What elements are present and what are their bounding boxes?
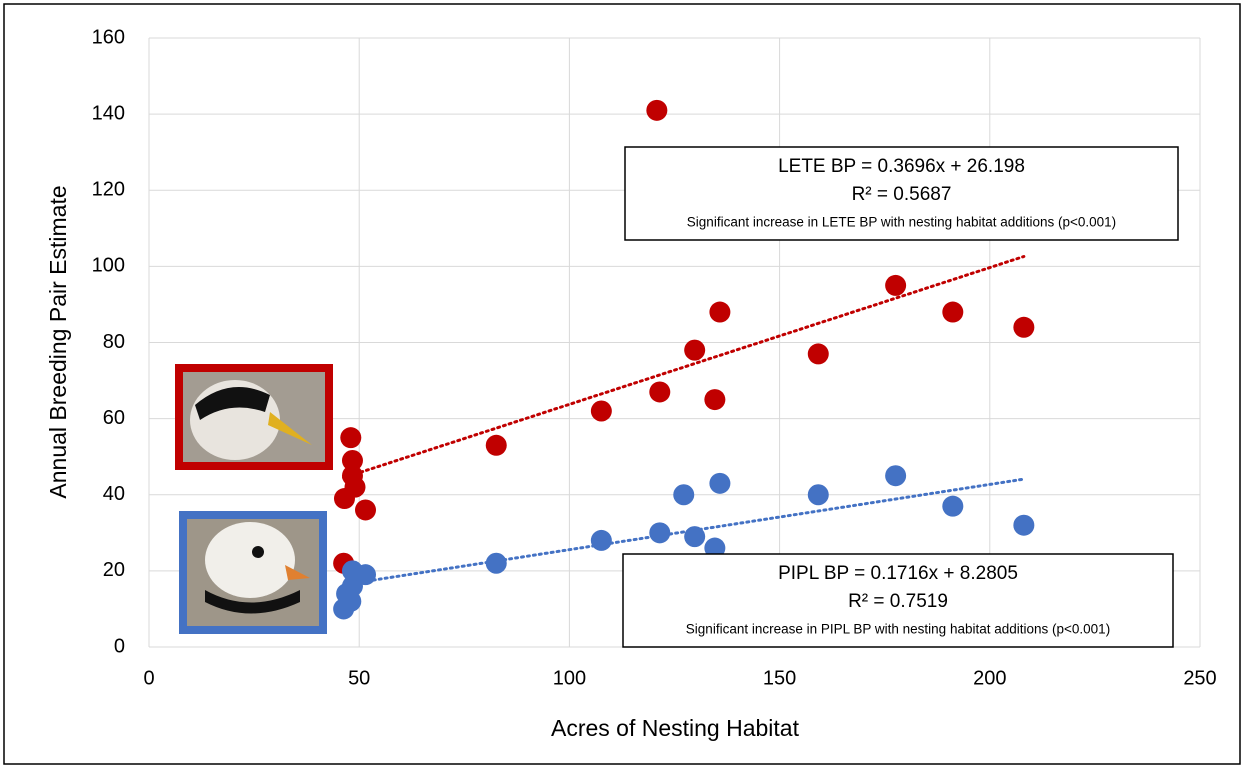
data-point xyxy=(885,465,907,487)
data-point xyxy=(684,526,706,548)
annotation-box xyxy=(622,553,1174,648)
annotation-text: LETE BP = 0.3696x + 26.198 xyxy=(778,156,1025,177)
annotation-text: Significant increase in PIPL BP with nes… xyxy=(686,622,1110,637)
trendline xyxy=(342,254,1026,480)
trendline xyxy=(342,477,1026,587)
data-point xyxy=(485,552,507,574)
data-point xyxy=(942,301,964,323)
x-tick-label: 100 xyxy=(553,667,586,689)
x-tick-label: 150 xyxy=(763,667,796,689)
y-tick-label: 40 xyxy=(103,483,125,505)
data-point xyxy=(590,529,612,551)
annotation-box xyxy=(624,146,1179,241)
data-point xyxy=(333,488,355,510)
data-point xyxy=(807,343,829,365)
annotation-text: PIPL BP = 0.1716x + 8.2805 xyxy=(778,563,1018,584)
data-point xyxy=(1013,514,1035,536)
x-tick-label: 0 xyxy=(143,667,154,689)
annotation-text: R² = 0.7519 xyxy=(848,591,948,612)
y-tick-label: 160 xyxy=(92,26,125,48)
y-tick-label: 20 xyxy=(103,559,125,581)
data-point xyxy=(704,389,726,411)
data-point xyxy=(646,99,668,121)
data-point xyxy=(673,484,695,506)
data-point xyxy=(1013,316,1035,338)
annotations: LETE BP = 0.3696x + 26.198 R² = 0.5687 Sig… xyxy=(622,146,1179,648)
data-point xyxy=(355,564,377,586)
data-point xyxy=(340,427,362,449)
y-tick-label: 80 xyxy=(103,331,125,353)
x-tick-label: 200 xyxy=(973,667,1006,689)
data-point xyxy=(649,381,671,403)
data-point xyxy=(684,339,706,361)
data-point xyxy=(709,301,731,323)
y-tick-label: 0 xyxy=(114,635,125,657)
x-axis-title: Acres of Nesting Habitat xyxy=(551,715,800,741)
data-point xyxy=(649,522,671,544)
annotation-text: R² = 0.5687 xyxy=(852,184,952,205)
y-tick-label: 120 xyxy=(92,179,125,201)
y-tick-label: 60 xyxy=(103,407,125,429)
points xyxy=(333,99,1035,620)
data-point xyxy=(355,499,377,521)
data-point xyxy=(341,449,363,471)
trendlines xyxy=(342,254,1026,587)
y-tick-label: 100 xyxy=(92,255,125,277)
data-point xyxy=(590,400,612,422)
data-point xyxy=(485,434,507,456)
pipl-photo xyxy=(179,511,327,634)
x-tick-label: 50 xyxy=(348,667,370,689)
lete-photo xyxy=(175,364,333,470)
data-point xyxy=(709,472,731,494)
data-point xyxy=(885,274,907,296)
data-point xyxy=(807,484,829,506)
annotation-text: Significant increase in LETE BP with nes… xyxy=(687,215,1116,230)
y-axis-title: Annual Breeding Pair Estimate xyxy=(45,185,71,498)
data-point xyxy=(942,495,964,517)
x-tick-label: 250 xyxy=(1183,667,1216,689)
y-tick-label: 140 xyxy=(92,102,125,124)
